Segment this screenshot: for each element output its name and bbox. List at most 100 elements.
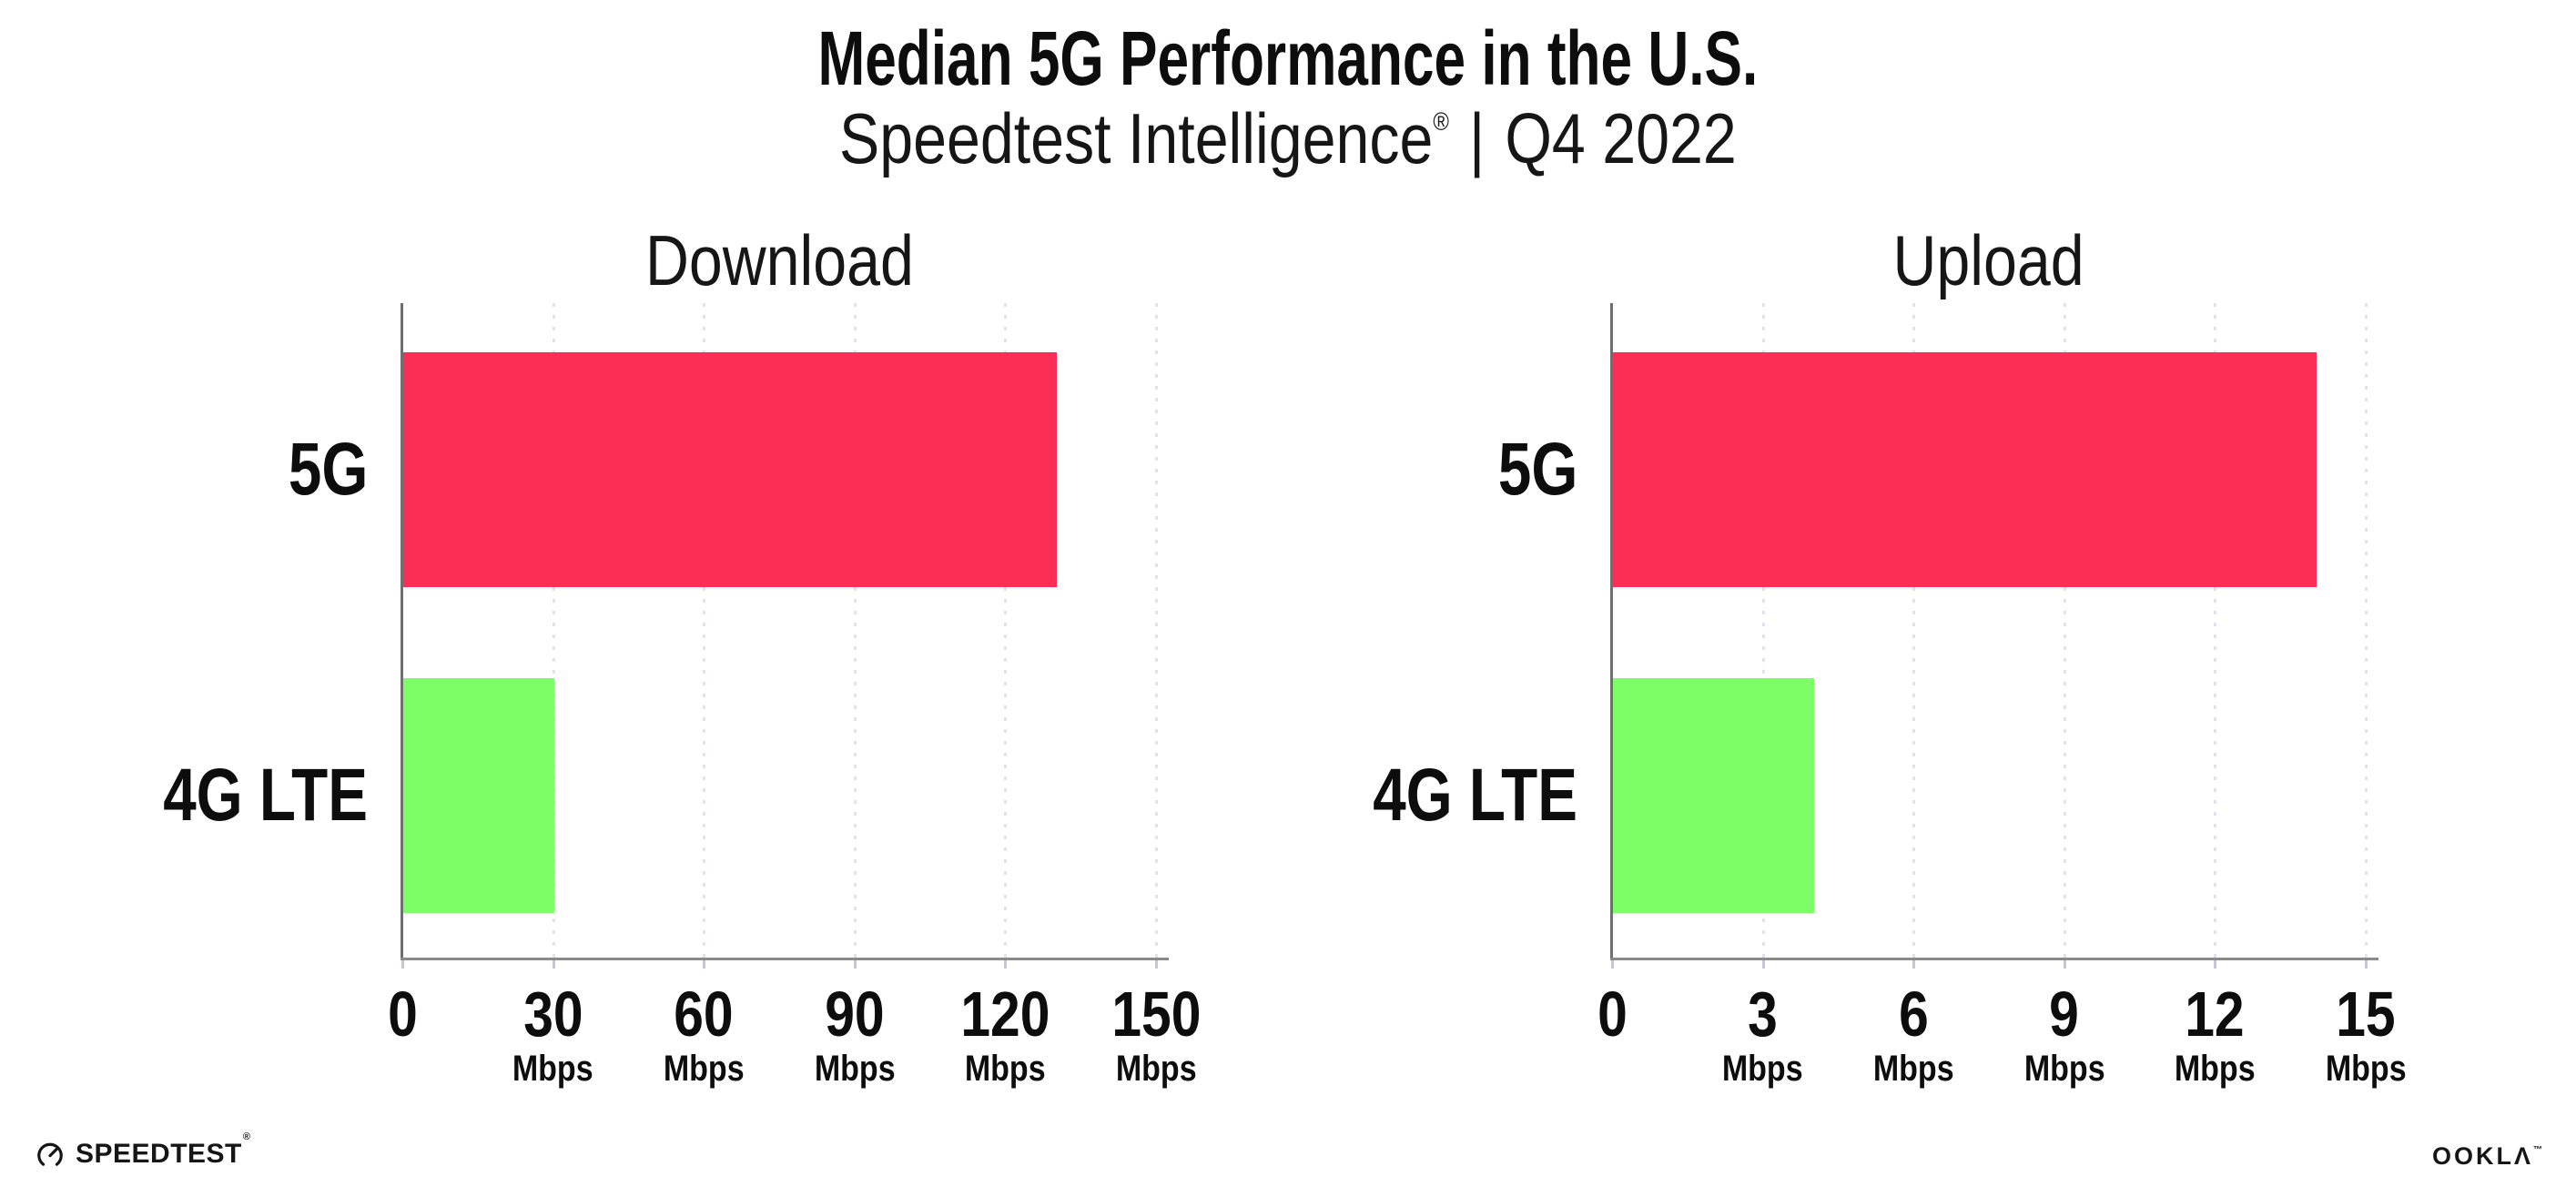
subtitle-period: Q4 2022 — [1505, 98, 1737, 178]
page-subtitle: Speedtest Intelligence® | Q4 2022 — [0, 95, 2576, 182]
x-tick-label-150-text: 150 — [1111, 979, 1202, 1050]
x-tick-label-60-text: 60 — [674, 979, 734, 1050]
x-tick-label-9-text: 9 — [2049, 979, 2080, 1050]
x-tick-unit-60: Mbps — [622, 1049, 786, 1089]
x-axis-line — [1610, 958, 2378, 960]
x-tick-label-9: 9 — [1983, 980, 2146, 1048]
category-label-5g-text: 5G — [1497, 428, 1577, 511]
upload-chart-title-text: Upload — [1892, 220, 2085, 300]
category-label-5g: 5G — [0, 352, 368, 587]
gridline-6 — [1912, 303, 1916, 958]
x-tick-label-15: 15 — [2284, 980, 2448, 1048]
speedtest-label: SPEEDTEST — [76, 1139, 242, 1169]
x-tick-label-0-text: 0 — [387, 979, 418, 1050]
x-tick-label-150: 150 — [1074, 980, 1238, 1048]
x-tick-label-30-text: 30 — [522, 979, 583, 1050]
x-tick-unit-3-text: Mbps — [1722, 1049, 1803, 1089]
gridline-90 — [853, 303, 857, 958]
x-tick-mark-150 — [1155, 960, 1158, 969]
gridline-9 — [2063, 303, 2066, 958]
speedtest-logo: SPEEDTEST® — [35, 1131, 250, 1172]
x-tick-mark-12 — [2214, 960, 2217, 969]
speedtest-wordmark: SPEEDTEST® — [76, 1131, 250, 1170]
ookla-trademark: ™ — [2533, 1145, 2545, 1155]
gridline-60 — [703, 303, 706, 958]
gridline-120 — [1004, 303, 1008, 958]
x-tick-unit-120: Mbps — [923, 1049, 1087, 1089]
x-tick-unit-90: Mbps — [773, 1049, 937, 1089]
x-axis-line — [401, 958, 1169, 960]
x-tick-unit-9-text: Mbps — [2023, 1049, 2105, 1089]
x-tick-label-15-text: 15 — [2336, 979, 2396, 1050]
bar-4g-lte — [1613, 678, 1814, 913]
x-tick-label-3: 3 — [1681, 980, 1845, 1048]
x-tick-unit-15-text: Mbps — [2325, 1049, 2407, 1089]
x-tick-mark-0 — [1611, 960, 1614, 969]
registered-mark: ® — [1433, 107, 1450, 136]
y-axis-line — [401, 303, 403, 959]
x-tick-mark-15 — [2365, 960, 2368, 969]
x-tick-unit-12-text: Mbps — [2175, 1049, 2256, 1089]
bar-5g — [1613, 352, 2317, 587]
category-label-5g-text: 5G — [288, 428, 368, 511]
page-title: Median 5G Performance in the U.S. — [0, 13, 2576, 104]
gridline-30 — [552, 303, 555, 958]
x-tick-label-90: 90 — [773, 980, 937, 1048]
x-tick-label-0-text: 0 — [1597, 979, 1628, 1050]
ookla-logo: OOKLΛ™ — [2432, 1141, 2545, 1171]
subtitle-brand: Speedtest Intelligence — [839, 98, 1434, 178]
y-axis-line — [1610, 303, 1613, 959]
x-tick-label-0: 0 — [320, 980, 484, 1048]
x-tick-label-60: 60 — [622, 980, 786, 1048]
download-chart-title-text: Download — [644, 220, 914, 300]
x-tick-unit-15: Mbps — [2284, 1049, 2448, 1089]
x-tick-unit-150: Mbps — [1074, 1049, 1238, 1089]
gridline-3 — [1761, 303, 1765, 958]
category-label-4g-lte-text: 4G LTE — [1373, 754, 1577, 837]
x-tick-label-3-text: 3 — [1748, 979, 1778, 1050]
x-tick-label-30: 30 — [472, 980, 635, 1048]
x-tick-mark-90 — [853, 960, 857, 969]
category-label-4g-lte-text: 4G LTE — [163, 754, 368, 837]
x-tick-unit-6-text: Mbps — [1872, 1049, 1954, 1089]
x-tick-label-0: 0 — [1530, 980, 1694, 1048]
category-label-4g-lte: 4G LTE — [0, 678, 368, 913]
x-tick-label-6-text: 6 — [1898, 979, 1929, 1050]
x-tick-unit-6: Mbps — [1831, 1049, 1995, 1089]
speedtest-trademark: ® — [242, 1131, 251, 1142]
x-tick-unit-9: Mbps — [1983, 1049, 2146, 1089]
gridline-12 — [2214, 303, 2217, 958]
x-tick-unit-120-text: Mbps — [965, 1049, 1046, 1089]
gridline-15 — [2365, 303, 2368, 958]
x-tick-mark-30 — [552, 960, 555, 969]
upload-chart-title: Upload — [1612, 224, 2366, 297]
speedtest-gauge-icon — [37, 1142, 63, 1166]
bar-4g-lte — [403, 678, 554, 913]
x-tick-unit-150-text: Mbps — [1115, 1049, 1197, 1089]
x-tick-unit-60-text: Mbps — [663, 1049, 745, 1089]
x-tick-mark-120 — [1004, 960, 1008, 969]
subtitle-separator: | — [1469, 98, 1486, 178]
ookla-label: OOKLΛ — [2431, 1142, 2533, 1170]
x-tick-unit-30: Mbps — [472, 1049, 635, 1089]
category-label-5g: 5G — [1175, 352, 1577, 587]
x-tick-unit-3: Mbps — [1681, 1049, 1845, 1089]
x-tick-unit-90-text: Mbps — [814, 1049, 896, 1089]
x-tick-label-12: 12 — [2133, 980, 2297, 1048]
download-chart-title: Download — [402, 224, 1156, 297]
x-tick-mark-6 — [1912, 960, 1916, 969]
x-tick-mark-0 — [401, 960, 404, 969]
x-tick-mark-60 — [703, 960, 706, 969]
x-tick-label-90-text: 90 — [825, 979, 885, 1050]
x-tick-label-120: 120 — [923, 980, 1087, 1048]
x-tick-label-6: 6 — [1831, 980, 1995, 1048]
x-tick-label-120-text: 120 — [960, 979, 1050, 1050]
page-subtitle-text: Speedtest Intelligence® | Q4 2022 — [839, 95, 1737, 182]
x-tick-label-12-text: 12 — [2185, 979, 2246, 1050]
x-tick-unit-30-text: Mbps — [512, 1049, 593, 1089]
page-title-text: Median 5G Performance in the U.S. — [817, 15, 1759, 101]
gridline-150 — [1155, 303, 1158, 958]
